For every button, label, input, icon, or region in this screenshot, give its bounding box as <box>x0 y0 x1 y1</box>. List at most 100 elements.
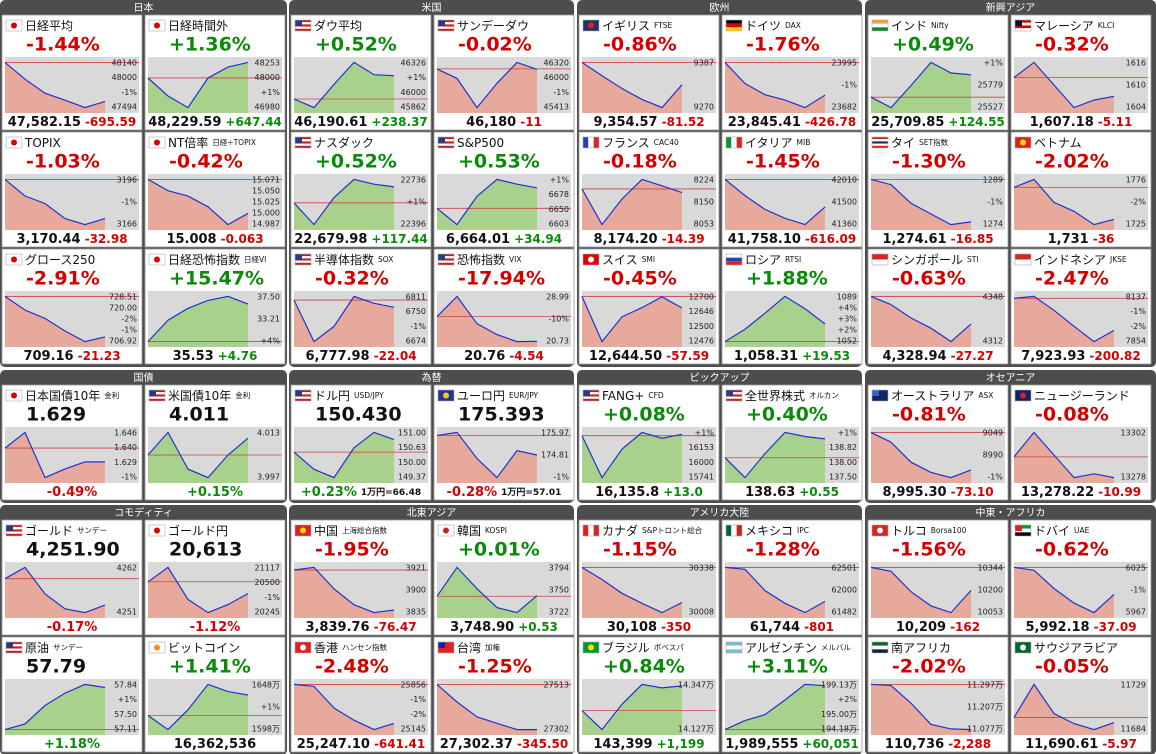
chart-area <box>294 567 394 618</box>
tile-headline: -0.08% <box>1035 404 1109 426</box>
chart-area <box>148 179 248 230</box>
market-tile: 韓国 KOSPI +0.01% 3794 3750 3722 3,748.90 +0.53 <box>433 519 575 636</box>
flag-canton <box>438 642 445 648</box>
flag-stripe <box>6 529 22 532</box>
market-tile: S&P500+0.53% +1% 6678 6650 6603 6,664.01 +34.9… <box>433 131 575 248</box>
flag-canton <box>583 390 590 396</box>
flag-border <box>871 389 889 402</box>
tile-name-text: 日経平均 <box>25 19 73 33</box>
chart-label: 9387 <box>694 59 714 68</box>
footer-item: +19.53 <box>802 349 850 363</box>
chart-label: 11.077万 <box>967 725 1003 734</box>
flag-stripe <box>6 642 22 645</box>
flag-dot <box>877 527 883 534</box>
tile-name: タイ SET指数 <box>891 136 949 150</box>
flag-stripe <box>726 392 742 395</box>
chart-area <box>294 684 394 735</box>
chart-label: 720.00 <box>109 304 137 313</box>
tile-footer: 46,190.61 +238.37 <box>294 115 428 130</box>
flag-border <box>725 641 743 654</box>
chart-label: 27302 <box>544 725 569 734</box>
chart-label: +1% <box>118 695 138 704</box>
flag-border <box>148 136 166 149</box>
flag-stripe <box>438 143 454 146</box>
chart-label: 23995 <box>832 59 857 68</box>
flag-stripe <box>593 525 599 536</box>
footer-item: -5.11 <box>1098 115 1133 129</box>
chart-line <box>1013 295 1115 343</box>
chart-label: 199.13万 <box>821 681 857 690</box>
flag-dot <box>443 527 449 534</box>
tile-sub: KLCI <box>1098 21 1115 30</box>
market-tile: 半導体指数 SOX -0.32% 6811 6750 -1% 6674 6,777.98 -22… <box>290 248 432 365</box>
tile-name-text: 香港 <box>314 641 338 655</box>
chart-area <box>5 567 105 618</box>
tile-sub: USD/JPY <box>354 391 384 400</box>
tile-footer: 1,274.61 -16.85 <box>882 232 993 247</box>
chart-label: 9270 <box>694 103 714 112</box>
chart-label: 48000 <box>255 73 280 82</box>
chart-label: -1% <box>121 198 137 207</box>
footer-item: -350 <box>661 620 691 634</box>
tile-footer: 6,777.98 -22.04 <box>305 349 416 364</box>
chart-label: 6603 <box>549 220 569 229</box>
tile-name: マレーシア KLCI <box>1034 19 1114 33</box>
tile-name-text: 台湾 <box>457 640 481 655</box>
tile-name: シンガポール STI <box>891 253 979 267</box>
tile-sub: ボベスパ <box>654 643 685 652</box>
chart-label: 195.00万 <box>821 710 857 719</box>
tile-footer: 6,664.01 +34.94 <box>446 232 562 247</box>
footer-item: 48,229.59 <box>148 115 221 130</box>
chart-area <box>294 296 394 347</box>
tile-name-text: ビットコイン <box>168 641 240 655</box>
tile-name: インド Nifty <box>891 19 949 33</box>
footer-item: -4.54 <box>509 349 544 363</box>
chart-line <box>870 566 972 614</box>
flag-stripe <box>295 254 311 257</box>
footer-item: 46,190.61 <box>294 115 367 130</box>
tile-name: フランス CAC40 <box>602 136 679 150</box>
tile-name: NT倍率 日経÷TOPIX <box>168 135 256 150</box>
flag-canton <box>295 20 302 26</box>
tile-name: ダウ平均 <box>314 18 362 33</box>
footer-item: 15.008 <box>166 232 216 247</box>
flag-border <box>1014 389 1032 402</box>
footer-item: 20.76 <box>464 349 505 364</box>
chart-label: 20500 <box>255 578 280 587</box>
tile-footer: 41,758.10 -616.09 <box>728 232 857 247</box>
chart-label: 728.51 <box>109 293 137 302</box>
market-tile: 全世界株式 オルカン+0.40%+1%138.82138.00137.50138.… <box>721 384 863 501</box>
flag-stripe <box>726 137 732 148</box>
tile-footer: 25,247.10 -641.41 <box>297 737 426 752</box>
flag-stripe <box>295 256 311 259</box>
chart-label: 3196 <box>117 176 137 185</box>
chart-label: -1% <box>410 322 426 331</box>
chart-area <box>871 62 971 113</box>
footer-item: -801 <box>804 620 834 634</box>
flag-border <box>437 641 455 654</box>
flag-border <box>437 524 455 537</box>
chart-label: 25145 <box>401 725 426 734</box>
market-tile: オーストラリア ASX -0.81% 9049 8990 -1% 8,995.30 -73.1… <box>867 384 1009 501</box>
flag-border <box>582 19 600 32</box>
chart-line <box>4 295 106 343</box>
chart-area <box>148 62 248 113</box>
chart-line <box>293 178 395 226</box>
flag-stripe <box>295 139 311 142</box>
chart-area <box>437 432 537 483</box>
tile-name: グロース250 <box>25 253 95 267</box>
chart-area <box>871 684 971 735</box>
market-tile: ロシア RTSI +1.88% 1089 +4% +3% +2% 1052 1,058.31 +1… <box>721 248 863 365</box>
tile-sub: JKSE <box>1109 255 1127 264</box>
chart-label: 13278 <box>1121 473 1146 482</box>
market-tile: 日経時間外+1.36% 48253 48000 +1% 46980 48,229.59 +6… <box>144 14 286 131</box>
flag-stripe <box>438 642 454 653</box>
panel-title: 米国 <box>422 1 442 14</box>
chart-label: 1289 <box>983 176 1003 185</box>
chart-label: 10344 <box>978 564 1003 573</box>
flag-dot <box>11 22 17 29</box>
footer-item: 7,923.93 <box>1021 349 1085 364</box>
chart-line <box>293 683 395 731</box>
